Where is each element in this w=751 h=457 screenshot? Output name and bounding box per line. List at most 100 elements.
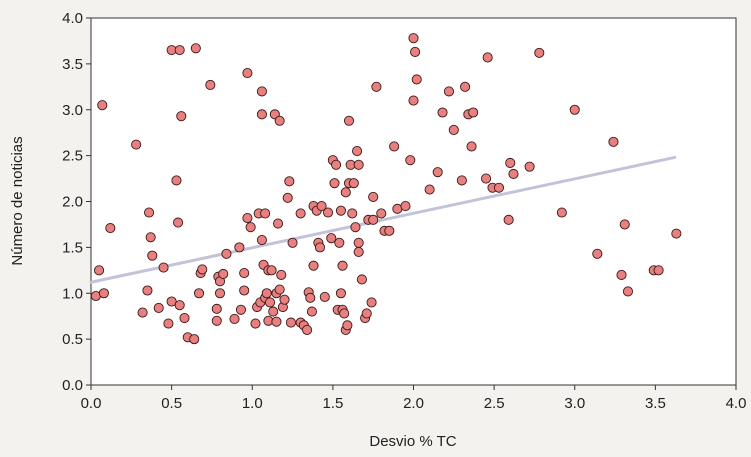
data-point [493, 182, 505, 193]
data-point [171, 175, 182, 186]
data-point [368, 214, 379, 225]
y-tick-label: 2.0 [62, 194, 83, 211]
data-point [218, 268, 229, 280]
data-point [266, 265, 277, 276]
data-point [264, 297, 276, 308]
data-point [331, 159, 342, 170]
data-point [260, 208, 271, 219]
data-point [163, 318, 174, 329]
data-point [221, 248, 232, 259]
data-point [329, 178, 340, 189]
data-point [179, 312, 190, 324]
data-point [174, 45, 185, 56]
data-point [400, 201, 411, 212]
data-point [443, 86, 455, 97]
data-point [411, 74, 422, 85]
data-point [503, 214, 514, 225]
data-point [274, 115, 285, 126]
x-tick-label: 2.0 [403, 395, 424, 412]
data-point [348, 178, 359, 189]
y-tick-label: 1.0 [62, 285, 83, 302]
data-point [481, 173, 492, 184]
data-point [153, 302, 164, 313]
data-point [158, 262, 169, 273]
data-point [137, 307, 148, 318]
data-point [376, 208, 387, 219]
data-point [505, 157, 516, 169]
data-point [189, 334, 200, 345]
data-point [242, 212, 253, 224]
points-layer [90, 33, 682, 345]
data-point [353, 237, 364, 248]
data-point [176, 111, 187, 122]
y-tick-label: 0.5 [62, 331, 83, 348]
x-tick-label: 3.5 [645, 395, 666, 412]
data-point [337, 260, 348, 271]
data-point [239, 285, 250, 296]
data-point [524, 161, 535, 172]
data-point [235, 304, 247, 315]
data-point [347, 208, 358, 219]
data-point [352, 145, 363, 157]
data-point [322, 207, 334, 218]
data-point [193, 288, 205, 299]
data-point [268, 306, 279, 317]
y-axis: 0.0 0.5 1.0 1.5 2.0 2.5 3.0 3.5 4.0 [62, 10, 91, 394]
data-point [460, 81, 471, 92]
data-point [424, 184, 435, 195]
data-point [353, 159, 364, 170]
data-point [456, 175, 467, 186]
data-point [234, 242, 245, 253]
data-point [197, 264, 208, 275]
x-tick-label: 1.0 [242, 395, 263, 412]
data-point [622, 286, 634, 297]
data-point [556, 207, 567, 218]
data-point [147, 250, 158, 261]
data-point [284, 176, 295, 187]
data-point [308, 260, 319, 271]
data-point [229, 313, 240, 324]
data-point [314, 242, 326, 253]
data-point [302, 324, 313, 336]
data-point [131, 139, 142, 150]
data-point [190, 43, 201, 54]
data-point [335, 288, 346, 299]
data-point [608, 136, 619, 147]
y-tick-label: 4.0 [62, 10, 83, 27]
data-point [468, 107, 479, 118]
data-point [408, 33, 419, 44]
y-tick-label: 3.5 [62, 56, 83, 73]
data-point [97, 100, 108, 111]
data-point [432, 167, 443, 178]
data-point [211, 303, 222, 314]
data-point [98, 288, 109, 299]
data-point [279, 294, 290, 305]
x-tick-label: 0.5 [161, 395, 182, 412]
data-point [353, 246, 364, 258]
y-axis-title: Número de noticias [9, 136, 26, 265]
data-point [361, 308, 372, 319]
data-point [340, 187, 351, 198]
data-point [592, 248, 603, 259]
data-point [482, 52, 493, 63]
data-point [410, 46, 421, 57]
data-point [239, 268, 250, 279]
data-point [256, 109, 267, 120]
data-point [316, 201, 327, 212]
data-point [408, 95, 419, 106]
data-point [306, 306, 317, 317]
data-point [211, 315, 222, 326]
y-tick-label: 3.0 [62, 102, 83, 119]
data-point [285, 317, 297, 328]
data-point [389, 141, 400, 152]
data-point [335, 205, 346, 216]
data-point [282, 192, 293, 203]
data-point [343, 115, 355, 126]
data-point [466, 141, 477, 152]
data-point [174, 300, 185, 311]
data-point [173, 217, 184, 228]
data-point [287, 237, 298, 248]
data-point [569, 104, 580, 115]
data-point [245, 222, 256, 233]
